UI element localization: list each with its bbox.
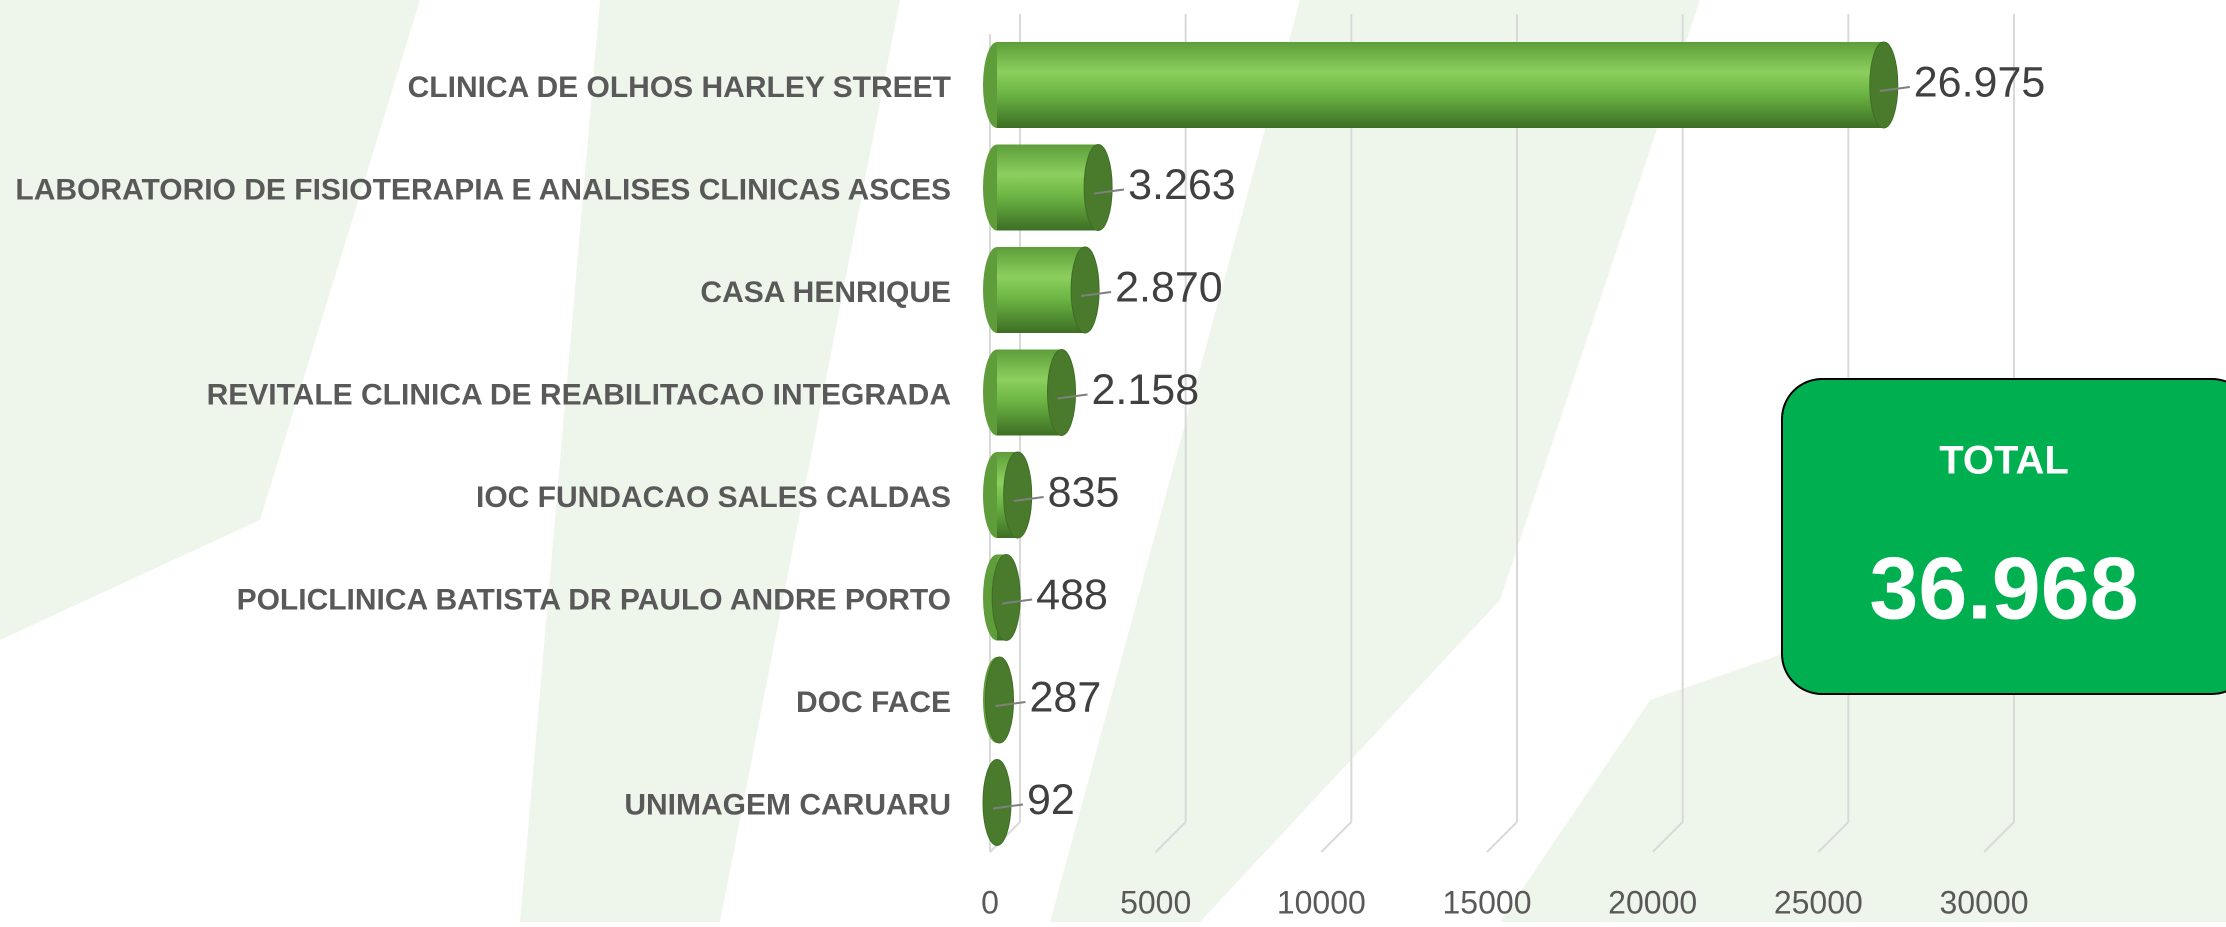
total-panel (1781, 378, 2226, 695)
bar-cap (1869, 41, 1899, 129)
grid-floor (1486, 821, 1518, 853)
total-title: TOTAL (1939, 439, 2069, 483)
leader-line (995, 701, 1026, 707)
total-box: TOTAL 36.968 (1781, 378, 2226, 695)
grid-floor (1651, 821, 1684, 853)
category-label: POLICLINICA BATISTA DR PAULO ANDRE PORTO (237, 583, 951, 616)
leader-line (1013, 496, 1044, 502)
category-label: REVITALE CLINICA DE REABILITACAO INTEGRA… (207, 378, 951, 411)
bar-cap (982, 759, 1012, 846)
bar-cap (1003, 451, 1033, 539)
leader-line (992, 803, 1024, 810)
value-label: 26.975 (1914, 58, 2046, 106)
value-label: 92 (1027, 776, 1075, 824)
grid-floor (1154, 821, 1187, 853)
leader-line (1093, 188, 1125, 195)
value-label: 2.158 (1092, 366, 1200, 414)
category-label: CASA HENRIQUE (700, 276, 951, 309)
x-tick-label: 25000 (1774, 884, 1863, 920)
x-tick-label: 20000 (1608, 884, 1697, 920)
bar-cap (1083, 144, 1113, 231)
leader-line (1879, 86, 1910, 92)
value-label: 488 (1036, 571, 1108, 619)
category-label: DOC FACE (796, 686, 951, 719)
category-label: CLINICA DE OLHOS HARLEY STREET (408, 71, 951, 104)
bar-cap (1070, 246, 1100, 334)
bar-cap (991, 554, 1021, 641)
bar (997, 144, 1099, 231)
leader-line (1057, 393, 1088, 400)
value-label: 2.870 (1115, 263, 1223, 311)
bar (997, 42, 1884, 128)
bar-cap (985, 656, 1015, 744)
grid-floor (1817, 821, 1850, 853)
leader-line (1080, 291, 1112, 297)
x-tick-label: 10000 (1277, 884, 1366, 920)
value-label: 835 (1048, 468, 1120, 516)
bar-cap (1047, 349, 1077, 436)
plot: 0 5000 10000 15000 20000 25000 30000 CLINICA DE… (15, 14, 2045, 920)
bar (997, 247, 1086, 333)
category-label: UNIMAGEM CARUARU (624, 788, 951, 821)
x-tick-label: 15000 (1443, 884, 1532, 920)
grid-floor (1320, 821, 1353, 853)
grid-floor (1983, 821, 2015, 853)
value-label: 287 (1030, 673, 1102, 721)
leader-line (1002, 598, 1033, 605)
x-tick-label: 5000 (1120, 884, 1191, 920)
x-tick-label: 30000 (1940, 884, 2029, 920)
total-value: 36.968 (1869, 538, 2138, 637)
value-label: 3.263 (1128, 161, 1236, 209)
category-label: IOC FUNDACAO SALES CALDAS (476, 481, 951, 514)
x-tick-label: 0 (981, 884, 999, 920)
category-label: LABORATORIO DE FISIOTERAPIA E ANALISES C… (15, 173, 951, 206)
